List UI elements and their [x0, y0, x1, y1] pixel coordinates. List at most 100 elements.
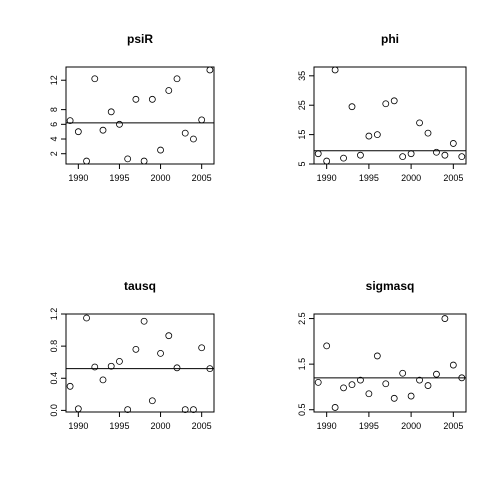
data-point: [433, 370, 440, 378]
data-point: [314, 378, 322, 386]
y-tick-label: 2: [49, 151, 59, 156]
data-point: [91, 363, 99, 371]
data-point: [140, 157, 148, 165]
y-tick-label: 35: [297, 71, 307, 81]
data-point: [173, 75, 181, 83]
x-tick-label: 1990: [317, 173, 337, 183]
x-tick-label: 1990: [68, 421, 88, 431]
chart-title: tausq: [124, 279, 156, 293]
data-point: [99, 376, 107, 384]
x-tick-label: 1990: [317, 421, 337, 431]
data-point: [314, 150, 322, 158]
data-point: [458, 153, 466, 161]
panel-phi: phi 1990 1995 2000 2005 5 15 25 35: [297, 32, 467, 183]
data-point: [390, 97, 398, 105]
plot-frame: [65, 313, 215, 413]
data-point: [124, 406, 132, 413]
data-point: [116, 120, 123, 128]
data-point: [190, 135, 197, 143]
data-point: [373, 352, 381, 360]
y-tick-label: 15: [297, 130, 307, 140]
y-tick-label: 5: [297, 161, 307, 166]
data-point: [132, 95, 140, 103]
data-point: [458, 374, 466, 382]
data-point: [323, 157, 331, 165]
data-point: [206, 66, 214, 74]
data-point: [181, 406, 189, 413]
data-point: [399, 369, 407, 377]
x-tick-label: 2005: [443, 421, 463, 431]
chart-title: psiR: [127, 32, 153, 46]
data-point: [382, 100, 390, 108]
y-tick-label: 0.0: [49, 404, 59, 417]
data-point: [157, 146, 164, 154]
data-point: [107, 362, 115, 370]
x-tick-label: 1995: [359, 173, 379, 183]
data-point: [116, 357, 123, 365]
data-point: [66, 117, 74, 125]
y-tick-label: 25: [297, 100, 307, 110]
y-tick-label: 0.8: [49, 340, 59, 353]
data-point: [416, 376, 423, 384]
data-point: [441, 151, 449, 159]
data-point: [365, 390, 373, 398]
panel-psiR: psiR 1990 1995 2000 2005 2 4 6 8 12: [49, 32, 215, 183]
y-tick-label: 2.5: [297, 312, 307, 325]
data-point: [206, 365, 214, 373]
data-point: [449, 140, 457, 147]
y-tick-label: 8: [49, 107, 59, 112]
plot-frame: [65, 66, 215, 165]
data-point: [323, 342, 331, 350]
data-point: [433, 148, 440, 156]
data-point: [424, 382, 432, 389]
y-tick-label: 1.2: [49, 308, 59, 321]
data-point: [407, 150, 415, 158]
panel-sigmasq: sigmasq 1990 1995 2000 2005 0.5 1.5 2.5: [297, 279, 467, 431]
data-point: [74, 405, 82, 413]
y-tick-label: 6: [49, 122, 59, 127]
x-tick-label: 2005: [192, 421, 212, 431]
data-point: [365, 132, 373, 140]
plot-frame: [313, 66, 467, 165]
data-point: [83, 157, 90, 165]
data-point: [382, 380, 390, 388]
data-point: [449, 361, 457, 369]
data-point: [441, 315, 449, 322]
data-point: [399, 153, 407, 161]
data-point: [340, 154, 347, 162]
panel-tausq: tausq 1990 1995 2000 2005 0.0 0.4 0.8 1.2: [49, 279, 215, 431]
x-tick-label: 1990: [68, 173, 88, 183]
y-tick-label: 1.5: [297, 358, 307, 371]
y-tick-label: 0.5: [297, 403, 307, 416]
data-point: [165, 87, 173, 94]
data-point: [107, 108, 115, 116]
data-point: [407, 392, 415, 400]
y-tick-label: 0.4: [49, 372, 59, 385]
data-point: [157, 349, 164, 357]
plot-frame: [313, 313, 467, 413]
data-point: [357, 151, 364, 159]
x-tick-label: 2005: [192, 173, 212, 183]
data-point: [74, 128, 82, 136]
data-point: [99, 126, 107, 134]
data-point: [198, 344, 206, 352]
chart-title: sigmasq: [366, 279, 415, 293]
data-point: [190, 406, 197, 413]
data-point: [165, 332, 173, 340]
data-point: [373, 131, 381, 139]
data-point: [348, 103, 356, 111]
x-tick-label: 1995: [109, 421, 129, 431]
data-point: [91, 75, 99, 83]
data-point: [331, 404, 339, 411]
data-point: [416, 119, 423, 127]
x-tick-label: 2000: [401, 421, 421, 431]
data-point: [148, 397, 156, 405]
data-point: [66, 382, 74, 390]
data-point: [331, 66, 339, 74]
data-point: [173, 364, 181, 372]
y-tick-label: 12: [49, 75, 59, 85]
data-point: [148, 95, 156, 103]
data-point: [140, 317, 148, 325]
x-tick-label: 2005: [443, 173, 463, 183]
data-point: [83, 314, 90, 322]
